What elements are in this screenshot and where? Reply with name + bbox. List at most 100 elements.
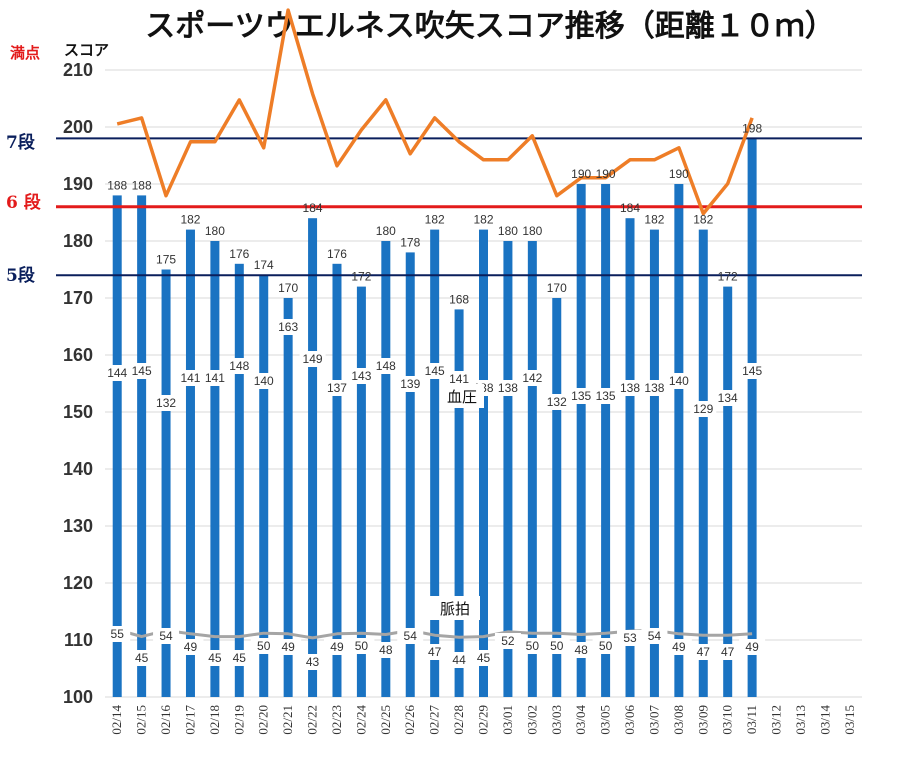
bp-value-label: 144 (107, 366, 127, 380)
bar-value-label: 176 (229, 247, 249, 261)
bar-value-label: 180 (205, 224, 225, 238)
bp-label-bg (592, 388, 619, 404)
x-tick-label: 03/01 (500, 705, 515, 735)
score-bar (259, 275, 269, 697)
bp-label-bg (739, 363, 766, 379)
y-tick-label: 200 (63, 117, 93, 137)
pulse-value-label: 48 (379, 643, 393, 657)
pulse-label-bg (543, 638, 570, 654)
bp-value-label: 129 (693, 402, 713, 416)
dan-label: 7段 (6, 132, 35, 153)
pulse-value-label: 45 (233, 651, 247, 665)
bp-label-bg (446, 371, 473, 387)
x-tick-label: 02/23 (329, 705, 344, 735)
x-tick-label: 02/20 (256, 705, 271, 735)
score-bar (356, 286, 366, 697)
pulse-label-bg (372, 642, 399, 658)
bar-value-label: 190 (669, 167, 689, 181)
x-tick-label: 03/04 (573, 705, 588, 735)
bar-value-label: 176 (327, 247, 347, 261)
bp-label-bg (250, 373, 277, 389)
bp-label-bg (275, 319, 302, 335)
x-tick-label: 02/14 (109, 705, 124, 735)
pulse-label-bg (104, 626, 131, 642)
bp-label-bg (519, 370, 546, 386)
score-bar (649, 229, 659, 697)
bar-value-label: 184 (620, 201, 640, 215)
pulse-value-label: 50 (599, 639, 613, 653)
bar-value-label: 182 (425, 213, 445, 227)
y-tick-label: 120 (63, 573, 93, 593)
pulse-label-bg (177, 639, 204, 655)
bar-value-label: 172 (351, 270, 371, 284)
bar-value-label: 174 (254, 258, 274, 272)
bp-value-label: 141 (180, 371, 200, 385)
score-bar (576, 184, 586, 697)
x-tick-label: 03/02 (524, 705, 539, 735)
y-tick-label: 150 (63, 402, 93, 422)
bp-label-bg (641, 380, 668, 396)
bp-label-bg (201, 370, 228, 386)
x-tick-label: 02/26 (402, 705, 417, 735)
bp-value-label: 145 (425, 364, 445, 378)
bp-value-label: 148 (229, 359, 249, 373)
bp-value-label: 138 (644, 381, 664, 395)
x-tick-label: 03/08 (671, 705, 686, 735)
pulse-value-label: 43 (306, 655, 320, 669)
bp-value-label: 145 (132, 364, 152, 378)
bar-value-label: 190 (596, 167, 616, 181)
bp-value-label: 137 (327, 381, 347, 395)
pulse-label-bg (153, 628, 180, 644)
x-tick-label: 02/25 (378, 705, 393, 735)
x-tick-label: 02/19 (231, 705, 246, 735)
bar-value-label: 182 (180, 213, 200, 227)
pulse-value-label: 54 (159, 629, 173, 643)
bp-label-bg (714, 390, 741, 406)
pulse-label-bg (519, 638, 546, 654)
x-tick-label: 02/17 (182, 705, 197, 735)
pulse-label-bg (348, 638, 375, 654)
pulse-label-bg (641, 628, 668, 644)
score-bar (747, 138, 757, 697)
pulse-label-bg (299, 654, 326, 670)
score-bar (185, 229, 195, 697)
bp-value-label: 135 (596, 389, 616, 403)
x-tick-label: 02/15 (134, 705, 149, 735)
bar-value-label: 175 (156, 253, 176, 267)
score-bar (503, 241, 513, 697)
pulse-label-bg (250, 638, 277, 654)
bp-value-label: 149 (303, 352, 323, 366)
bp-value-label: 143 (351, 369, 371, 383)
bp-label-bg (128, 363, 155, 379)
y-tick-label: 160 (63, 345, 93, 365)
x-tick-label: 02/18 (207, 705, 222, 735)
x-tick-label: 02/16 (158, 705, 173, 735)
bar-value-label: 178 (400, 235, 420, 249)
x-tick-label: 02/28 (451, 705, 466, 735)
pulse-label-bg (739, 639, 766, 655)
x-tick-label: 02/22 (305, 705, 320, 735)
score-bar (210, 241, 220, 697)
bar-value-label: 188 (107, 178, 127, 192)
bp-value-label: 134 (718, 391, 738, 405)
pulse-label-bg (665, 639, 692, 655)
bp-label-bg (372, 358, 399, 374)
score-bar (479, 229, 488, 697)
bp-value-label: 132 (156, 396, 176, 410)
pulse-label-bg (421, 644, 448, 660)
bar-value-label: 170 (278, 281, 298, 295)
x-tick-label: 02/21 (280, 705, 295, 735)
y-tick-label: 110 (64, 630, 93, 650)
x-tick-label: 03/11 (744, 705, 759, 734)
y-tick-label: 130 (63, 516, 93, 536)
score-bar (698, 229, 708, 697)
y-axis-ticks: 100 110 120 130 140 150 160 170 180 190 200 210 (63, 60, 93, 707)
score-bar (454, 309, 464, 697)
bp-label-bg (494, 380, 521, 396)
x-axis-ticks: 02/14 02/15 02/16 02/17 02/18 02/19 02/20 02/21… (109, 705, 857, 735)
x-tick-label: 03/14 (817, 705, 832, 735)
bar-value-label: 198 (742, 121, 762, 135)
score-bar (137, 195, 147, 697)
bp-value-label: 140 (254, 374, 274, 388)
bp-value-label: 141 (449, 372, 469, 386)
